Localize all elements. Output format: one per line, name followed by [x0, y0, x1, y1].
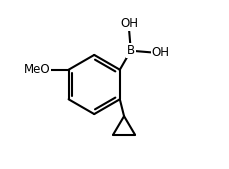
Text: MeO: MeO [23, 63, 50, 76]
Text: OH: OH [120, 17, 138, 30]
Text: B: B [127, 44, 135, 57]
Text: OH: OH [151, 46, 169, 59]
